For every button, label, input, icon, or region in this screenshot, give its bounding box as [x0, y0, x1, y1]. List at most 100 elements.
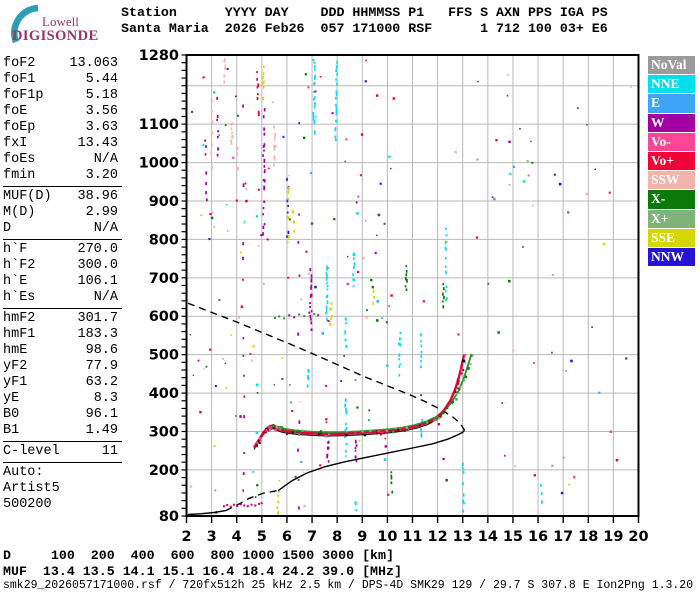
param-value: N/A: [93, 221, 118, 236]
svg-text:800: 800: [149, 232, 179, 248]
muf-distance-table: D 100 200 400 600 800 1000 1500 3000 [km…: [3, 548, 402, 579]
param-row-b0: B0 96.1: [3, 407, 118, 423]
doppler-direction-legend: NoVal NNE E W Vo- Vo+ SSW X- X+ SSE NNW: [648, 56, 696, 267]
param-label: D: [3, 221, 12, 236]
param-value: 5.18: [85, 88, 118, 103]
svg-text:900: 900: [149, 194, 179, 210]
svg-text:19: 19: [603, 529, 623, 545]
param-label: fmin: [3, 168, 36, 183]
param-value: 300.0: [77, 258, 118, 273]
svg-text:7: 7: [307, 529, 317, 545]
panel-divider: [3, 186, 122, 187]
param-value: 183.3: [77, 327, 118, 342]
legend-item-sse: SSE: [648, 228, 695, 247]
param-label: yE: [3, 391, 20, 406]
param-row-fmin: fmin 3.20: [3, 168, 118, 184]
svg-text:3: 3: [207, 529, 217, 545]
param-value: 3.63: [85, 120, 118, 135]
header-values-line: Santa Maria 2026 Feb26 057 171000 RSF 1 …: [121, 20, 608, 36]
param-label: foF2: [3, 56, 36, 71]
panel-divider: [3, 239, 122, 240]
distance-row: D 100 200 400 600 800 1000 1500 3000 [km…: [3, 548, 394, 563]
param-value: 11: [101, 444, 118, 459]
muf-transmission-curve: [187, 302, 466, 431]
svg-text:80: 80: [159, 509, 179, 525]
param-row-b1: B1 1.49: [3, 423, 118, 439]
param-label: hmF2: [3, 311, 36, 326]
param-row-fof2: foF2 13.063: [3, 56, 118, 72]
svg-text:500: 500: [149, 348, 179, 364]
logo-arc-icon: [11, 4, 39, 44]
frequency-axis-labels: 2 3 4 5 6 7 8 9 10 11 12 13 14 15 16 17 18 19 20: [181, 529, 648, 545]
artist-o-trace-overlay: [253, 356, 465, 450]
svg-text:11: 11: [402, 529, 422, 545]
param-label: foEp: [3, 120, 36, 135]
param-value: 1.49: [85, 423, 118, 438]
param-row-ye: yE 8.3: [3, 391, 118, 407]
plot-gridlines: [186, 55, 639, 516]
param-row-hf: h`F 270.0: [3, 242, 118, 258]
param-row-hf2: h`F2 300.0: [3, 258, 118, 274]
param-row-foep: foEp 3.63: [3, 120, 118, 136]
status-line: smk29_2026057171000.rsf / 720fx512h 25 k…: [3, 579, 694, 592]
svg-text:10: 10: [377, 529, 397, 545]
legend-item-vo: Vo-: [648, 132, 695, 152]
profile-valley: [225, 489, 279, 512]
svg-text:1100: 1100: [139, 117, 179, 133]
param-label: foE: [3, 104, 28, 119]
svg-text:17: 17: [553, 529, 573, 545]
panel-footer-line: Auto:: [3, 465, 44, 480]
svg-text:20: 20: [628, 529, 648, 545]
legend-item-vo: Vo+: [648, 151, 695, 171]
svg-text:9: 9: [357, 529, 367, 545]
param-row-fof1: foF1 5.44: [3, 72, 118, 88]
param-row-he: h`E 106.1: [3, 274, 118, 290]
svg-text:600: 600: [149, 309, 179, 325]
muf-row: MUF 13.4 13.5 14.1 15.1 16.4 18.4 24.2 3…: [3, 563, 402, 579]
param-row-d: D N/A: [3, 221, 118, 237]
param-value: 3.56: [85, 104, 118, 119]
param-value: 13.43: [77, 136, 118, 151]
svg-text:1000: 1000: [139, 156, 179, 172]
param-value: 5.44: [85, 72, 118, 87]
param-label: h`E: [3, 274, 28, 289]
param-value: 96.1: [85, 407, 118, 422]
svg-text:18: 18: [578, 529, 598, 545]
panel-divider: [3, 308, 122, 309]
svg-text:200: 200: [149, 463, 179, 479]
param-value: 13.063: [69, 56, 118, 71]
svg-text:4: 4: [232, 529, 242, 545]
legend-item-nnw: NNW: [648, 247, 695, 267]
param-row-mufd: MUF(D) 38.96: [3, 189, 118, 205]
svg-text:5: 5: [257, 529, 267, 545]
svg-text:12: 12: [428, 529, 448, 545]
param-row-foe: foE 3.56: [3, 104, 118, 120]
svg-text:16: 16: [528, 529, 548, 545]
param-label: MUF(D): [3, 189, 52, 204]
legend-item-nne: NNE: [648, 75, 695, 94]
scaled-parameters-panel: foF2 13.063 foF1 5.44 foF1p 5.18 foE 3.56 foEp 3.…: [3, 56, 122, 513]
param-value: 8.3: [93, 391, 118, 406]
param-label: B1: [3, 423, 20, 438]
param-row-yf1: yF1 63.2: [3, 375, 118, 391]
svg-text:8: 8: [332, 529, 342, 545]
header-columns-line: Station YYYY DAY DDD HHMMSS P1 FFS S AXN…: [121, 5, 608, 20]
param-value: 301.7: [77, 311, 118, 326]
param-value: N/A: [93, 152, 118, 167]
svg-text:6: 6: [282, 529, 292, 545]
svg-text:14: 14: [478, 529, 498, 545]
param-label: foF1: [3, 72, 36, 87]
legend-item-e: E: [648, 94, 695, 113]
svg-text:400: 400: [149, 386, 179, 402]
param-row-hes: h`Es N/A: [3, 290, 118, 306]
legend-item-x: X+: [648, 209, 695, 228]
param-label: B0: [3, 407, 20, 422]
svg-text:700: 700: [149, 271, 179, 287]
param-value: 270.0: [77, 242, 118, 257]
param-value: 106.1: [77, 274, 118, 289]
param-row-hmf1: hmF1 183.3: [3, 327, 118, 343]
legend-item-w: W: [648, 113, 695, 132]
svg-text:1280: 1280: [139, 48, 179, 64]
param-row-clevel: C-level 11: [3, 444, 118, 460]
